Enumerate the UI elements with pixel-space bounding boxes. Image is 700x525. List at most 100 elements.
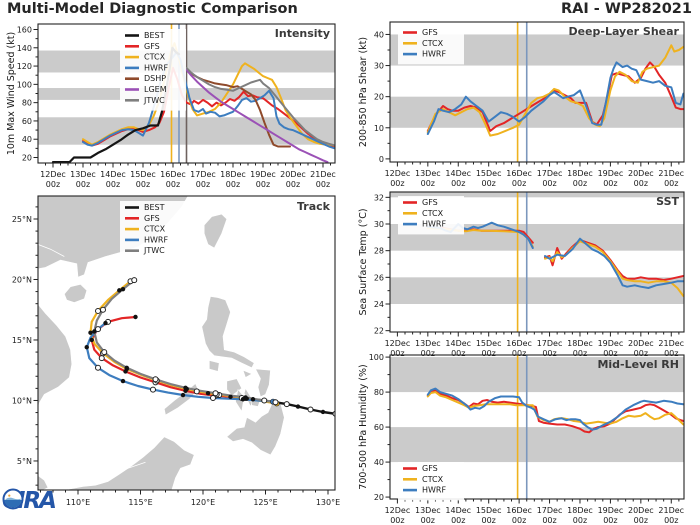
intensity-jtwc-line <box>185 66 335 147</box>
svg-text:16Dec: 16Dec <box>160 170 186 179</box>
shear-y-label: 200-850 hPa Shear (kt) <box>358 37 369 147</box>
svg-text:115°E: 115°E <box>128 498 152 507</box>
svg-text:00z: 00z <box>136 180 150 189</box>
svg-text:21Dec: 21Dec <box>658 339 684 348</box>
svg-text:100: 100 <box>369 353 384 362</box>
svg-text:00z: 00z <box>573 516 587 525</box>
svg-text:17Dec: 17Dec <box>537 506 563 515</box>
svg-text:120: 120 <box>17 62 32 71</box>
svg-text:00z: 00z <box>481 516 495 525</box>
svg-text:16Dec: 16Dec <box>506 506 532 515</box>
track-frame <box>37 195 336 491</box>
svg-text:19Dec: 19Dec <box>250 170 276 179</box>
svg-text:00z: 00z <box>573 179 587 188</box>
shear-hwrf-line <box>426 61 684 135</box>
svg-text:00z: 00z <box>542 349 556 358</box>
rh-gfs-line <box>426 389 684 434</box>
svg-text:60: 60 <box>374 423 384 432</box>
svg-text:00z: 00z <box>481 179 495 188</box>
svg-text:HWRF: HWRF <box>422 486 446 495</box>
svg-text:00z: 00z <box>286 180 300 189</box>
track-markers <box>84 277 335 417</box>
svg-text:18Dec: 18Dec <box>567 339 593 348</box>
svg-text:00z: 00z <box>664 179 678 188</box>
svg-text:GFS: GFS <box>144 42 160 51</box>
svg-text:20°N: 20°N <box>12 275 32 284</box>
svg-text:18Dec: 18Dec <box>220 170 246 179</box>
figure-title: Multi-Model Diagnostic Comparison <box>7 1 298 17</box>
svg-text:28: 28 <box>374 247 384 256</box>
svg-text:00z: 00z <box>634 516 648 525</box>
sst-y-axis: 22 24 26 28 30 32 <box>374 193 390 336</box>
track-jtwc-line <box>93 279 277 404</box>
svg-text:00z: 00z <box>481 349 495 358</box>
svg-text:00z: 00z <box>76 180 90 189</box>
svg-text:20: 20 <box>374 493 384 502</box>
svg-text:32: 32 <box>374 193 384 202</box>
svg-text:00z: 00z <box>603 179 617 188</box>
svg-text:00z: 00z <box>166 180 180 189</box>
svg-text:LGEM: LGEM <box>144 85 167 94</box>
svg-text:100: 100 <box>17 80 32 89</box>
svg-text:00z: 00z <box>512 516 526 525</box>
shear-panel: 12Dec00z13Dec00z14Dec00z15Dec00z16Dec00z… <box>358 21 685 188</box>
svg-text:13Dec: 13Dec <box>415 169 441 178</box>
shear-y-axis: 0 10 20 30 40 <box>374 30 390 164</box>
svg-text:20Dec: 20Dec <box>628 169 654 178</box>
svg-text:26: 26 <box>374 273 384 282</box>
svg-text:14Dec: 14Dec <box>445 339 471 348</box>
rh-bands <box>390 357 684 463</box>
shear-series <box>426 44 684 137</box>
svg-text:GFS: GFS <box>144 214 160 223</box>
svg-text:16Dec: 16Dec <box>506 339 532 348</box>
svg-text:12Dec: 12Dec <box>385 339 411 348</box>
svg-text:140: 140 <box>17 44 32 53</box>
svg-text:BEST: BEST <box>144 203 165 212</box>
svg-text:00z: 00z <box>316 180 330 189</box>
svg-text:00z: 00z <box>196 180 210 189</box>
svg-text:13Dec: 13Dec <box>415 506 441 515</box>
svg-text:24: 24 <box>374 300 384 309</box>
svg-text:0: 0 <box>379 155 384 164</box>
svg-text:25°N: 25°N <box>12 215 32 224</box>
shear-frame <box>389 21 685 163</box>
svg-text:00z: 00z <box>634 349 648 358</box>
storm-id: RAI - WP282021 <box>560 1 692 17</box>
svg-text:00z: 00z <box>390 179 404 188</box>
svg-text:GFS: GFS <box>422 28 438 37</box>
svg-text:19Dec: 19Dec <box>598 506 624 515</box>
svg-text:17Dec: 17Dec <box>190 170 216 179</box>
svg-text:10: 10 <box>374 124 384 133</box>
intensity-panel: 12Dec00z13Dec00z14Dec00z15Dec00z16Dec00z… <box>6 23 336 189</box>
rh-hwrf-line <box>426 387 684 431</box>
svg-text:00z: 00z <box>542 516 556 525</box>
svg-text:15°N: 15°N <box>12 336 32 345</box>
rh-y-label: 700-500 hPa Humidity (%) <box>358 364 369 489</box>
svg-text:00z: 00z <box>603 516 617 525</box>
svg-text:14Dec: 14Dec <box>445 506 471 515</box>
svg-text:80: 80 <box>22 99 32 108</box>
svg-text:15Dec: 15Dec <box>476 339 502 348</box>
svg-text:19Dec: 19Dec <box>598 169 624 178</box>
shear-panel-title: Deep-Layer Shear <box>568 25 679 38</box>
svg-text:17Dec: 17Dec <box>537 169 563 178</box>
shear-gfs-line <box>426 61 684 132</box>
svg-text:00z: 00z <box>603 349 617 358</box>
rh-y-axis: 20 40 60 80 100 <box>369 353 390 502</box>
sst-bands <box>390 192 684 304</box>
svg-text:160: 160 <box>17 25 32 34</box>
rh-legend: GFS CTCX HWRF <box>398 462 464 501</box>
svg-text:00z: 00z <box>256 180 270 189</box>
sst-panel-title: SST <box>656 195 679 208</box>
sst-x-axis: 12Dec00z13Dec00z14Dec00z15Dec00z16Dec00z… <box>385 332 684 358</box>
svg-text:125°E: 125°E <box>253 498 277 507</box>
svg-text:CTCX: CTCX <box>144 53 166 62</box>
svg-text:21Dec: 21Dec <box>658 506 684 515</box>
svg-text:40: 40 <box>22 135 32 144</box>
svg-text:GFS: GFS <box>422 198 438 207</box>
svg-text:HWRF: HWRF <box>422 50 446 59</box>
sst-frame <box>389 191 685 333</box>
svg-text:12Dec: 12Dec <box>385 506 411 515</box>
svg-text:CTCX: CTCX <box>422 475 444 484</box>
